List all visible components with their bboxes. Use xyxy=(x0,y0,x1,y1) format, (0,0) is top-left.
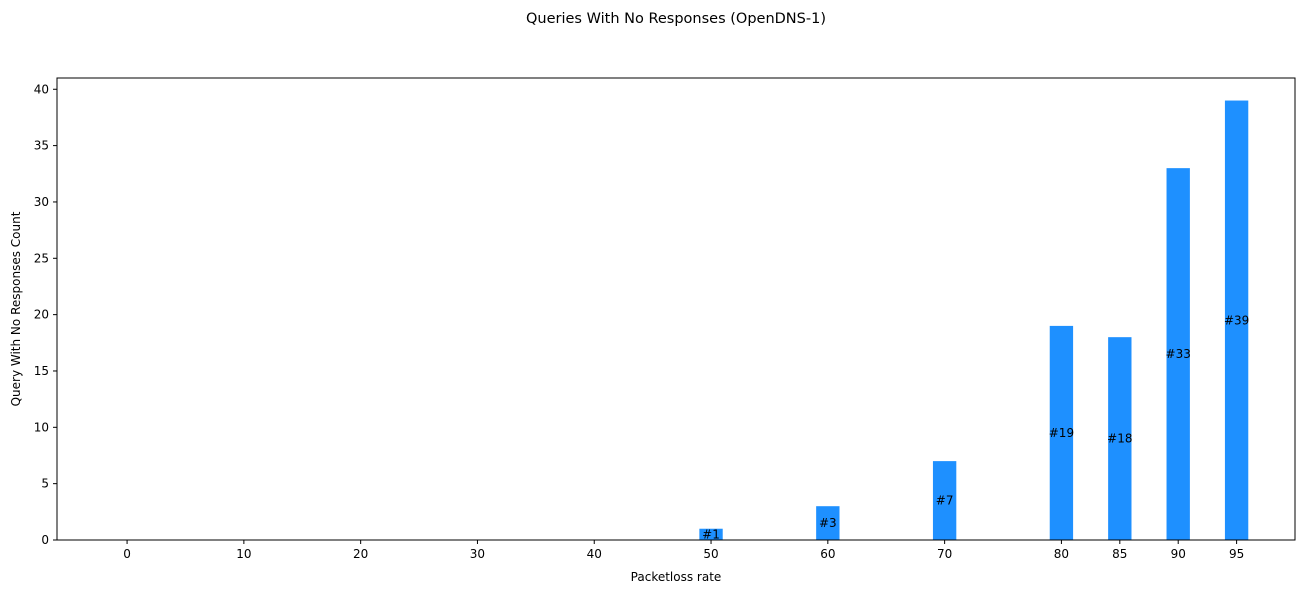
x-tick-label: 60 xyxy=(820,547,835,561)
y-tick-label: 20 xyxy=(34,308,49,322)
x-tick-label: 70 xyxy=(937,547,952,561)
bar-value-label: #7 xyxy=(936,494,954,508)
y-axis-ticks: 0 5 10 15 20 25 30 35 40 xyxy=(34,82,57,547)
bar-value-label: #1 xyxy=(702,527,720,541)
x-tick-label: 95 xyxy=(1229,547,1244,561)
bar-value-label: #3 xyxy=(819,516,837,530)
x-axis-ticks: 0 10 20 30 40 50 60 70 80 85 90 95 xyxy=(123,540,1244,561)
x-tick-label: 30 xyxy=(470,547,485,561)
y-tick-label: 15 xyxy=(34,364,49,378)
y-tick-label: 35 xyxy=(34,139,49,153)
x-axis-label: Packetloss rate xyxy=(631,570,722,584)
y-axis-label: Query With No Responses Count xyxy=(9,211,23,406)
bars-group xyxy=(699,100,1249,540)
bar-60 xyxy=(816,506,840,540)
y-tick-label: 25 xyxy=(34,251,49,265)
y-tick-label: 40 xyxy=(34,82,49,96)
bar-labels-group: #1 #3 #7 #19 #18 #33 #39 xyxy=(702,313,1249,541)
bar-value-label: #18 xyxy=(1107,432,1132,446)
bar-70 xyxy=(932,461,957,540)
x-tick-label: 50 xyxy=(703,547,718,561)
y-tick-label: 0 xyxy=(41,533,49,547)
bar-90 xyxy=(1166,168,1190,540)
chart-title: Queries With No Responses (OpenDNS-1) xyxy=(526,11,826,27)
y-tick-label: 5 xyxy=(41,477,49,491)
x-tick-label: 0 xyxy=(123,547,131,561)
x-tick-label: 90 xyxy=(1171,547,1186,561)
bar-80 xyxy=(1049,325,1074,540)
bar-value-label: #19 xyxy=(1049,426,1074,440)
bar-95 xyxy=(1224,100,1249,540)
y-tick-label: 30 xyxy=(34,195,49,209)
bar-value-label: #33 xyxy=(1166,347,1191,361)
bar-50 xyxy=(699,528,723,540)
y-tick-label: 10 xyxy=(34,420,49,434)
x-tick-label: 10 xyxy=(236,547,251,561)
x-tick-label: 80 xyxy=(1054,547,1069,561)
bar-value-label: #39 xyxy=(1224,313,1249,327)
bar-85 xyxy=(1108,337,1132,540)
x-tick-label: 20 xyxy=(353,547,368,561)
x-tick-label: 40 xyxy=(587,547,602,561)
plot-frame xyxy=(56,77,1296,541)
x-tick-label: 85 xyxy=(1112,547,1127,561)
